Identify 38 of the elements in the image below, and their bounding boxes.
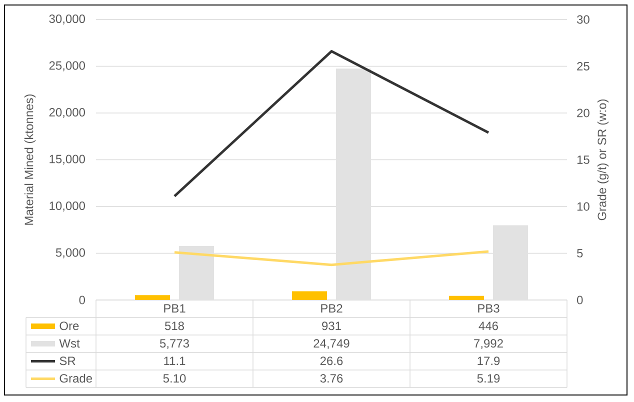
y-tick-label: 20,000 bbox=[49, 108, 85, 118]
y2-tick-label: 5 bbox=[577, 249, 583, 258]
y-tick-label: 25,000 bbox=[49, 61, 85, 72]
legend-label: Grade bbox=[60, 374, 92, 383]
data-label: 518 bbox=[164, 322, 184, 330]
y2-tick-label: 30 bbox=[576, 15, 590, 24]
y2-axis-title: Grade (g/t) or SR (w:o) bbox=[597, 100, 609, 220]
legend-label: SR bbox=[60, 356, 76, 366]
legend-label: Ore bbox=[60, 322, 79, 330]
data-label: 5.10 bbox=[163, 374, 186, 383]
legend-label: Wst bbox=[59, 339, 80, 348]
data-label: 5.19 bbox=[477, 374, 500, 383]
y2-tick-label: 25 bbox=[577, 62, 590, 70]
bar bbox=[292, 291, 327, 300]
y-tick-label: 30,000 bbox=[49, 14, 85, 24]
y2-tick-label: 10 bbox=[577, 202, 590, 211]
data-label: 17.9 bbox=[478, 356, 500, 366]
x-tick-label: PB3 bbox=[478, 304, 500, 313]
x-tick-label: PB2 bbox=[321, 304, 342, 312]
bar bbox=[135, 295, 170, 300]
y-tick-label: 10,000 bbox=[50, 202, 85, 212]
data-label: 3.76 bbox=[320, 374, 343, 383]
y-axis-title: Material Mined (ktonnes) bbox=[24, 94, 36, 225]
x-tick-label: PB1 bbox=[164, 304, 186, 312]
data-label: 446 bbox=[478, 322, 498, 330]
y2-tick-label: 15 bbox=[577, 156, 590, 164]
y-tick-label: 15,000 bbox=[50, 154, 85, 165]
y2-tick-label: 20 bbox=[577, 108, 590, 118]
y2-tick-label: 0 bbox=[577, 296, 583, 304]
data-label: 7,992 bbox=[474, 339, 503, 350]
y-tick-label: 0 bbox=[79, 296, 86, 304]
data-label: 931 bbox=[322, 322, 341, 330]
data-label: 26.6 bbox=[320, 356, 343, 366]
data-label: 24,749 bbox=[314, 339, 350, 350]
y-tick-label: 5,000 bbox=[56, 248, 85, 258]
bar bbox=[449, 296, 484, 300]
data-label: 5,773 bbox=[160, 339, 189, 350]
data-label: 11.1 bbox=[164, 356, 186, 365]
